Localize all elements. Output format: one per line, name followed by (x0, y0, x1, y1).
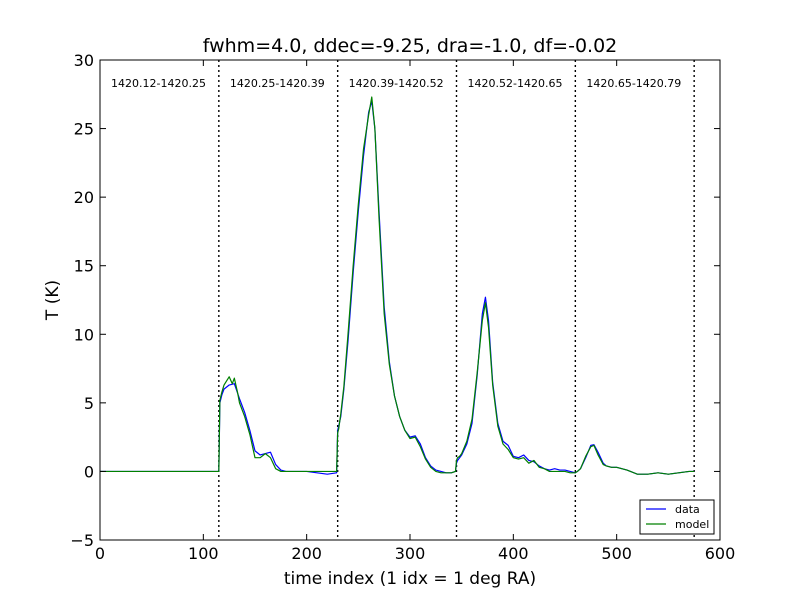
x-tick-label: 500 (601, 544, 632, 563)
x-tick-label: 600 (705, 544, 736, 563)
y-tick-label: −5 (70, 531, 94, 550)
band-label: 1420.52-1420.65 (468, 77, 563, 90)
x-tick-label: 300 (395, 544, 426, 563)
y-tick-label: 20 (74, 188, 94, 207)
x-tick-label: 100 (188, 544, 219, 563)
series-line-model (100, 96, 695, 475)
x-tick-label: 200 (291, 544, 322, 563)
y-axis-label: T (K) (43, 280, 63, 321)
legend-label-data: data (675, 503, 700, 516)
y-tick-label: 0 (84, 462, 94, 481)
y-tick-label: 5 (84, 394, 94, 413)
y-tick-label: 10 (74, 325, 94, 344)
y-tick-label: 30 (74, 51, 94, 70)
plot-area: 1420.12-1420.25 1420.25-1420.39 1420.39-14… (70, 51, 735, 563)
x-tick-label: 400 (498, 544, 529, 563)
x-tick-label: 0 (95, 544, 105, 563)
y-tick-label: 25 (74, 120, 94, 139)
band-label: 1420.12-1420.25 (111, 77, 206, 90)
band-label: 1420.25-1420.39 (230, 77, 325, 90)
x-axis-label: time index (1 idx = 1 deg RA) (284, 569, 536, 589)
legend-label-model: model (675, 518, 709, 531)
legend-box (639, 499, 715, 535)
band-label: 1420.39-1420.52 (349, 77, 444, 90)
band-label: 1420.65-1420.79 (586, 77, 681, 90)
y-tick-label: 15 (74, 257, 94, 276)
chart-title: fwhm=4.0, ddec=-9.25, dra=-1.0, df=-0.02 (203, 35, 618, 57)
